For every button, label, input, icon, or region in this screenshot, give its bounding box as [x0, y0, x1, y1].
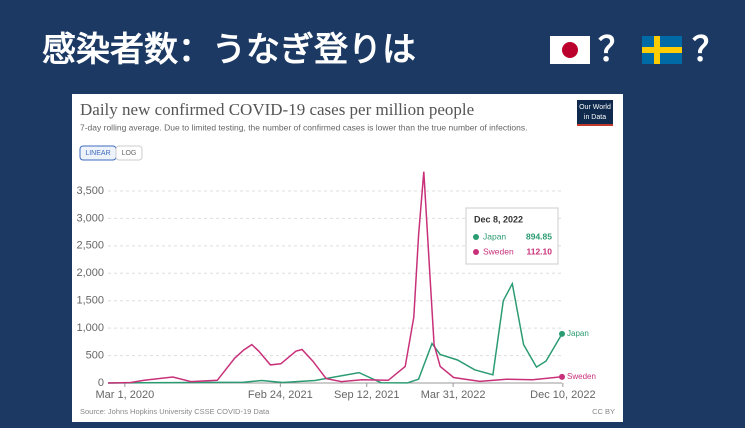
series-line	[107, 171, 563, 384]
tooltip-name: Sweden	[483, 246, 514, 256]
tooltip-name: Japan	[483, 231, 506, 241]
y-tick-label: 0	[98, 377, 104, 389]
tooltip-value: 112.10	[526, 246, 552, 256]
y-tick-label: 500	[86, 349, 104, 361]
license: CC BY	[592, 407, 615, 416]
x-tick-label: Sep 12, 2021	[334, 389, 399, 401]
flag-japan	[550, 36, 590, 64]
x-tick-label: Mar 1, 2020	[95, 389, 154, 401]
log-button-label[interactable]: LOG	[122, 150, 137, 157]
y-tick-label: 3,500	[76, 185, 104, 197]
y-tick-label: 3,000	[76, 212, 104, 224]
tooltip-date: Dec 8, 2022	[474, 214, 523, 224]
tooltip-value: 894.85	[526, 231, 552, 241]
tooltip-box	[465, 207, 559, 265]
x-tick-label: Dec 10, 2022	[530, 389, 595, 401]
linear-button-label[interactable]: LINEAR	[85, 150, 110, 157]
logo	[577, 100, 613, 126]
y-tick-label: 1,000	[76, 322, 104, 334]
x-tick-label: Feb 24, 2021	[248, 389, 313, 401]
flag-sweden	[642, 36, 682, 64]
question-mark: ？	[598, 31, 632, 69]
log-button[interactable]	[115, 145, 143, 161]
source: Source: Johns Hopkins University CSSE CO…	[80, 407, 270, 416]
end-point	[559, 330, 565, 337]
end-point	[559, 373, 565, 380]
x-tick-label: Mar 31, 2022	[421, 389, 486, 401]
y-tick-label: 2,000	[76, 267, 104, 279]
chart-title: Daily new confirmed COVID-19 cases per m…	[80, 100, 474, 119]
logo-text: Our World	[579, 104, 611, 111]
slide-title: 感染者数：うなぎ登りは	[42, 31, 416, 69]
y-tick-label: 2,500	[76, 240, 104, 252]
tooltip-swatch	[473, 234, 479, 240]
logo-stripe	[577, 124, 613, 126]
series-label: Japan	[567, 329, 589, 338]
series-line	[107, 281, 563, 384]
tooltip-swatch	[473, 249, 479, 255]
chart-subtitle: 7-day rolling average. Due to limited te…	[80, 122, 527, 132]
series-label: Sweden	[567, 372, 596, 381]
question-mark: ？	[692, 31, 726, 69]
y-tick-label: 1,500	[76, 295, 104, 307]
logo-text: in Data	[584, 114, 606, 121]
